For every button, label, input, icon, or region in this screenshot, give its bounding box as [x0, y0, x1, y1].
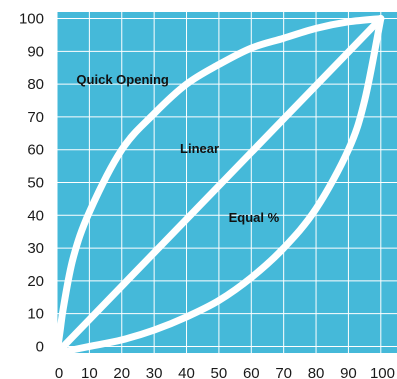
x-tick-label-60: 60 [243, 365, 260, 379]
y-tick-label-90: 90 [27, 43, 44, 60]
x-tick-label-90: 90 [340, 365, 357, 379]
x-tick-label-40: 40 [178, 365, 195, 379]
x-tick-label-20: 20 [113, 365, 130, 379]
y-tick-label-70: 70 [27, 109, 44, 126]
label-quick-opening: Quick Opening [76, 72, 169, 87]
y-tick-label-40: 40 [27, 207, 44, 224]
y-tick-label-20: 20 [27, 273, 44, 290]
x-tick-label-0: 0 [55, 365, 63, 379]
x-tick-label-50: 50 [211, 365, 228, 379]
x-tick-label-10: 10 [81, 365, 98, 379]
x-axis-tick-labels: 0 10 20 30 40 50 60 70 80 90 100 [55, 365, 395, 379]
x-tick-label-70: 70 [275, 365, 292, 379]
label-equal: Equal % [229, 210, 280, 225]
series-equal-line [53, 15, 385, 357]
x-tick-label-80: 80 [308, 365, 325, 379]
y-tick-label-60: 60 [27, 142, 44, 159]
x-tick-label-100: 100 [370, 365, 395, 379]
x-tick-label-30: 30 [146, 365, 163, 379]
y-tick-label-30: 30 [27, 240, 44, 257]
y-axis-tick-labels: 0 10 20 30 40 50 60 70 80 90 100 [19, 11, 44, 356]
label-linear: Linear [180, 141, 219, 156]
series-quick-opening-line [53, 15, 385, 357]
curve-labels: Quick Opening Linear Equal % [76, 72, 279, 225]
y-tick-label-80: 80 [27, 76, 44, 93]
y-tick-label-0: 0 [36, 338, 44, 355]
curve-lines [53, 15, 385, 357]
series-linear-line [53, 15, 385, 357]
y-tick-label-50: 50 [27, 175, 44, 192]
y-tick-label-100: 100 [19, 11, 44, 28]
grid-lines [56, 12, 397, 353]
y-tick-label-10: 10 [27, 306, 44, 323]
